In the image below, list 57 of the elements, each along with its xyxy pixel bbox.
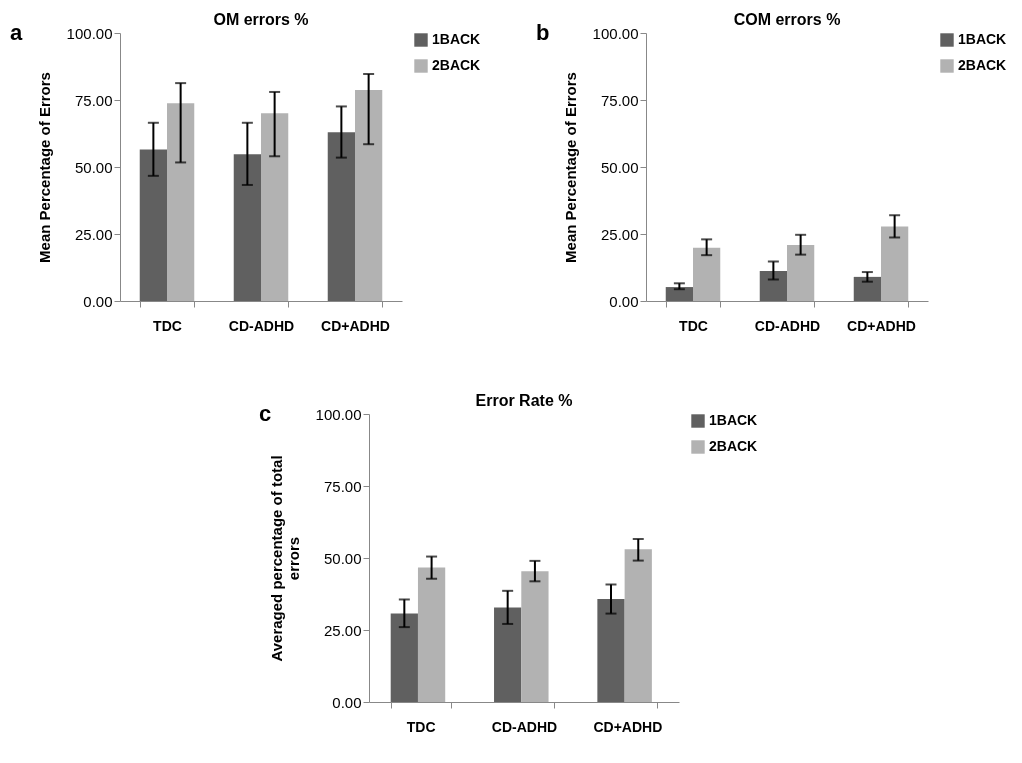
- text: a: [10, 20, 23, 45]
- bar: [390, 613, 418, 702]
- bar: [139, 149, 167, 301]
- legend-label: 1BACK: [958, 31, 1007, 47]
- bar: [597, 598, 625, 702]
- x-tick-label: CD+ADHD: [321, 317, 390, 334]
- bar: [327, 132, 355, 301]
- bar: [787, 244, 815, 301]
- legend-label: 1BACK: [709, 412, 758, 428]
- y-tick-label: 100.00: [66, 24, 113, 42]
- bar: [233, 154, 261, 301]
- y-tick-label: 75.00: [600, 91, 639, 109]
- x-tick-label: CD+ADHD: [847, 317, 916, 334]
- y-tick-label: 25.00: [74, 225, 113, 243]
- chart-title: OM errors %: [213, 11, 309, 28]
- legend-label: 2BACK: [709, 438, 758, 454]
- y-tick-label: 50.00: [600, 158, 639, 176]
- x-tick-label: CD+ADHD: [593, 718, 663, 735]
- chart-title: Error Rate %: [475, 392, 573, 409]
- y-axis-title: Mean Percentage of Errors: [561, 72, 579, 263]
- x-tick-label: TDC: [679, 317, 708, 334]
- legend-label: 1BACK: [432, 31, 481, 47]
- bar: [355, 90, 383, 301]
- bar: [167, 103, 195, 301]
- bar: [759, 270, 787, 301]
- y-tick-label: 0.00: [609, 292, 639, 310]
- bar: [881, 226, 909, 301]
- bar: [853, 276, 881, 301]
- x-tick-label: CD-ADHD: [228, 317, 295, 334]
- x-tick-label: CD-ADHD: [491, 718, 558, 735]
- y-tick-label: 50.00: [74, 158, 113, 176]
- text: c: [259, 401, 272, 426]
- y-tick-label: 100.00: [592, 24, 639, 42]
- legend-label: 2BACK: [958, 57, 1007, 73]
- y-axis-title: Averaged percentage of total errors: [267, 455, 302, 662]
- y-tick-label: 100.00: [315, 405, 362, 423]
- bar: [494, 607, 522, 702]
- y-axis-title: Mean Percentage of Errors: [35, 72, 53, 263]
- bar: [521, 571, 549, 702]
- bar: [624, 549, 652, 702]
- y-tick-label: 25.00: [323, 621, 362, 639]
- bar: [417, 567, 446, 702]
- y-tick-label: 25.00: [600, 225, 639, 243]
- y-tick-label: 75.00: [74, 91, 113, 109]
- bar: [665, 287, 693, 301]
- y-tick-label: 0.00: [83, 292, 113, 310]
- x-tick-label: TDC: [406, 718, 436, 735]
- x-tick-label: TDC: [153, 317, 182, 334]
- y-tick-label: 0.00: [332, 693, 362, 711]
- chart-title: COM errors %: [733, 11, 841, 28]
- bar: [693, 247, 721, 301]
- y-tick-label: 75.00: [323, 477, 362, 495]
- bar: [261, 113, 289, 301]
- text: b: [536, 20, 550, 45]
- y-tick-label: 50.00: [323, 549, 362, 567]
- x-tick-label: CD-ADHD: [754, 317, 821, 334]
- legend-label: 2BACK: [432, 57, 481, 73]
